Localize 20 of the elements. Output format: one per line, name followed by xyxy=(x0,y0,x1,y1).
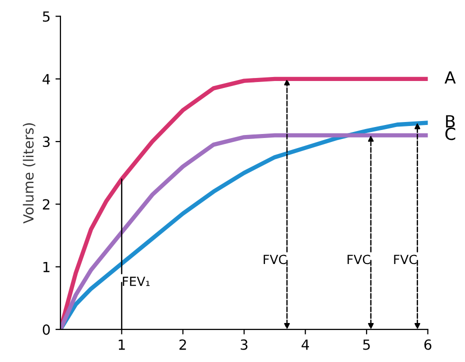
annotation: FEV₁ xyxy=(122,276,150,286)
y-tick-label: 3 xyxy=(42,136,50,148)
x-tick-label: 1 xyxy=(118,340,125,350)
annotation: FVC xyxy=(264,254,286,264)
x-tick-label: 3 xyxy=(240,339,248,350)
y-tick-label: 4 xyxy=(42,74,50,84)
annotation: FVC xyxy=(394,254,417,264)
x-tick-label: 2 xyxy=(180,339,186,350)
y-axis-title: Volume (liters) xyxy=(22,123,36,224)
annotation: FVC xyxy=(348,254,370,264)
x-tick-label: 5 xyxy=(363,340,370,350)
y-tick-label: 0 xyxy=(42,324,50,335)
y-tick-label: 5 xyxy=(42,11,50,22)
series-label: A xyxy=(444,71,456,84)
series-label: C xyxy=(445,128,456,140)
series-label: B xyxy=(446,115,455,128)
y-tick-label: 2 xyxy=(42,199,50,210)
y-tick-label: 1 xyxy=(43,262,50,272)
x-tick-label: 6 xyxy=(424,339,432,350)
x-tick-label: 4 xyxy=(302,340,309,350)
